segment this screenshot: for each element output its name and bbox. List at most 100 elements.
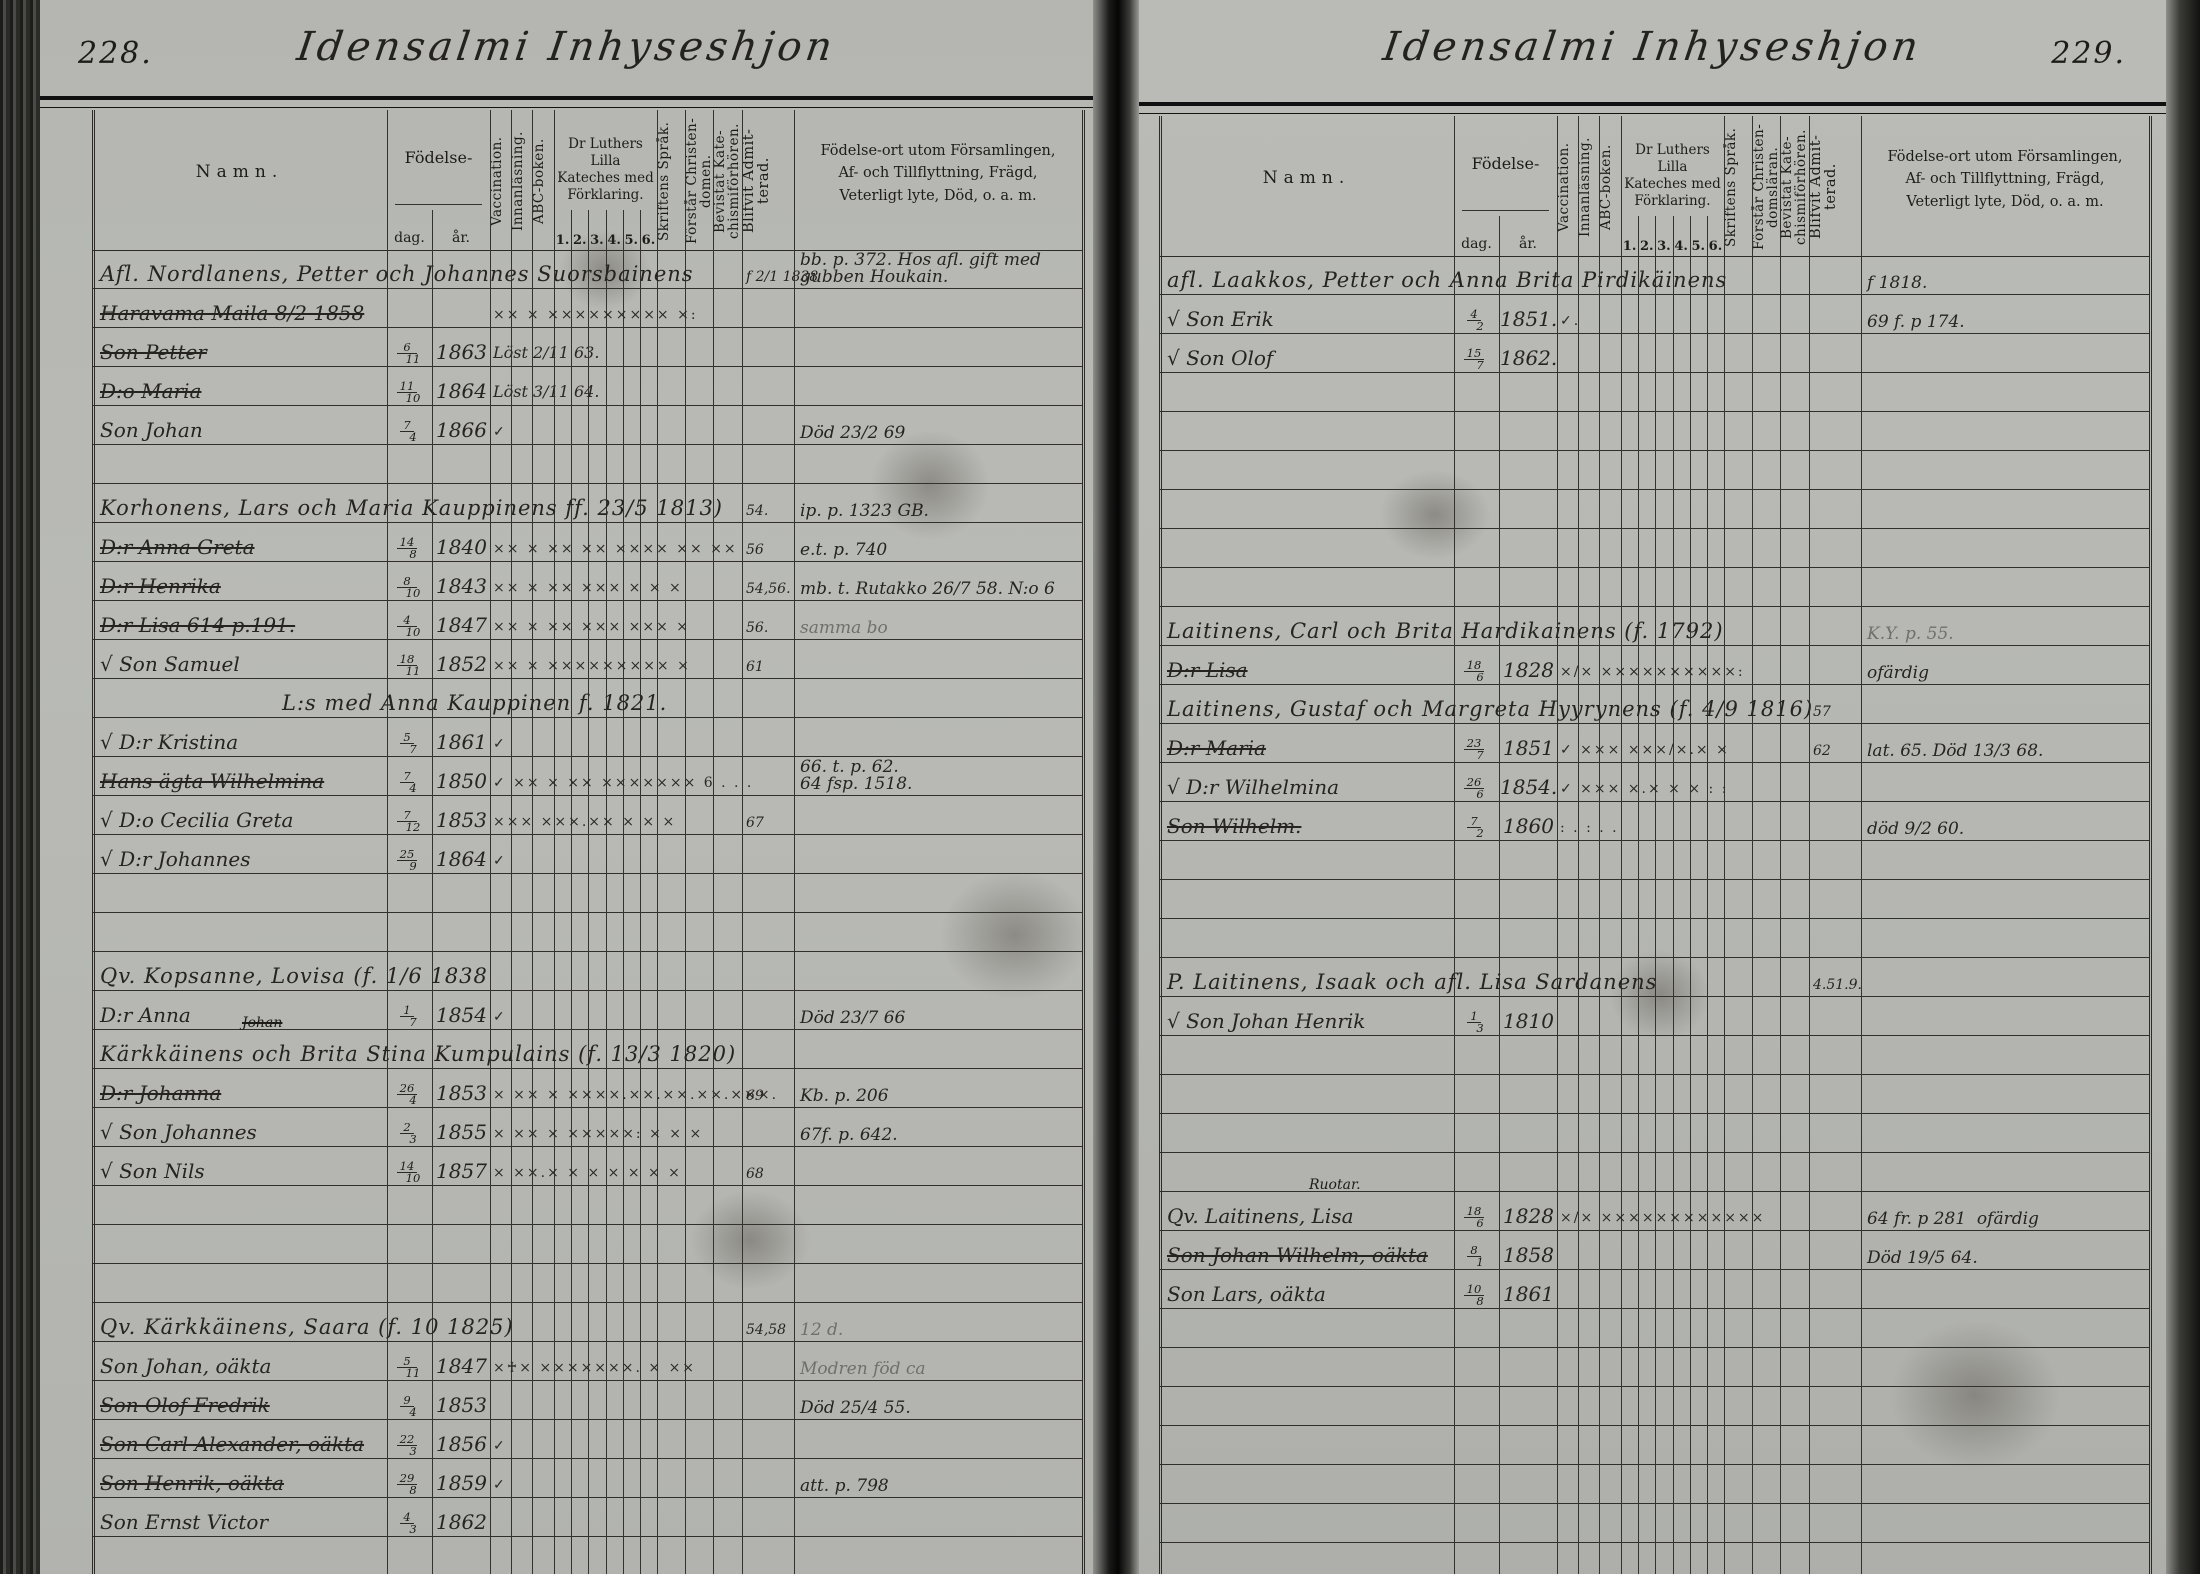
entry-name: Laitinens, Carl och Brita Hardikainens (… (1167, 619, 1724, 643)
table-row: Qv. Laitinens, Lisa Ruotar. 18 6 1828 ×/× ×××… (1159, 1177, 2149, 1231)
table-row: D:r Lisa 614 p.191. 4 10 1847 ×× × ×× ××× ××… (92, 601, 1082, 640)
entry-examination-marks: ✓ (493, 1477, 507, 1493)
entry-birth-day: 18 11 (388, 648, 432, 677)
entry-birth-year: 1828 (1503, 658, 1554, 682)
table-row (1159, 1075, 2149, 1114)
entry-name: √ Son Erik (1167, 307, 1274, 331)
register-table-right: Namn. Födelse- dag. år. Vaccination. Inn… (1159, 116, 2152, 1574)
column-rule (588, 210, 589, 1574)
entry-birth-year: 1863 (436, 340, 487, 364)
col-katekes-numbers: 1. 2. 3. 4. 5. 6. (554, 233, 657, 248)
table-row: D:r Anna 1 7 1854 ✓ Död 23/7 66 (92, 991, 1082, 1030)
entry-name: Qv. Kopsanne, Lovisa (f. 1/6 1838 (100, 964, 488, 988)
entry-birth-year: 1860 (1503, 814, 1554, 838)
entry-birth-year: 1853 (436, 1081, 487, 1105)
entry-name: √ D:r Johannes (100, 847, 251, 871)
entry-birth-day: 23 7 (1455, 732, 1499, 761)
column-rule (606, 210, 607, 1574)
entry-remark: Modren föd ca (800, 1359, 926, 1379)
entry-birth-year: 1855 (436, 1120, 487, 1144)
column-rule (1159, 116, 1162, 1574)
entry-examination-marks: ×× × ×× ×× ×××× ×× ×× (493, 541, 738, 557)
katekes-col-number: 5. (1691, 239, 1706, 254)
table-row: D:r Johanna 26 4 1853 × ×× × ××××.××.××.××.×… (92, 1069, 1082, 1108)
col-blifvit-admitterad: Blifvit Admit-terad. (1808, 134, 1840, 240)
entry-note: Löst 3/11 64. (493, 382, 600, 401)
entry-name: Son Carl Alexander, oäkta (100, 1432, 365, 1456)
table-row: Haravama Maila 8/2 1858 ×× × ××××××××× ×: (92, 289, 1082, 328)
entry-remark: Död 23/2 69 (800, 423, 906, 443)
table-row: Laitinens, Carl och Brita Hardikainens (… (1159, 607, 2149, 646)
table-row: √ Son Nils 14 10 1857 × ××.× × × × × × × 68 (92, 1147, 1082, 1186)
entry-examination-marks: : . : . . (1560, 820, 1619, 836)
entry-name: D:r Lisa (1167, 658, 1248, 682)
entry-note: Löst 2/11 63. (493, 343, 600, 362)
entry-examination-marks: ✓ ×× × ×× ××××××× 6 . . . (493, 775, 754, 791)
page-left: 228. Idensalmi Inhyseshjon Namn. Födelse… (40, 0, 1093, 1574)
entry-admitted: 54,56. (746, 581, 791, 597)
entry-name: Son Lars, oäkta (1167, 1282, 1326, 1306)
table-row (1159, 1426, 2149, 1465)
table-row (92, 874, 1082, 913)
entry-examination-marks: ✓ (493, 736, 507, 752)
entry-name: Haravama Maila 8/2 1858 (100, 301, 365, 325)
table-row (92, 1186, 1082, 1225)
table-body-right: afl. Laakkos, Petter och Anna Brita Pird… (1159, 256, 2149, 1574)
table-row: √ D:r Kristina 5 7 1861 ✓ (92, 718, 1082, 757)
entry-name: √ Son Johannes (100, 1120, 257, 1144)
entry-birth-day: 4 10 (388, 609, 432, 638)
entry-remark: e.t. p. 740 (800, 540, 888, 560)
entry-admitted: 67 (746, 815, 764, 831)
entry-birth-year: 1866 (436, 418, 487, 442)
entry-name: √ Son Samuel (100, 652, 240, 676)
katekes-col-number: 6. (1708, 239, 1723, 254)
entry-birth-year: 1861 (436, 730, 487, 754)
katekes-col-number: 3. (1657, 239, 1671, 254)
entry-examination-marks: × ×× × ×××××: × × × (493, 1126, 704, 1142)
table-row (1159, 373, 2149, 412)
table-row (92, 445, 1082, 484)
table-row: Son Johan 7 4 1866 ✓ Död 23/2 69 (92, 406, 1082, 445)
entry-name: Hans ägta Wilhelmina (100, 769, 325, 793)
entry-name: √ Son Johan Henrik (1167, 1009, 1366, 1033)
table-row (92, 913, 1082, 952)
table-row: Laitinens, Gustaf och Margreta Hyyrynens… (1159, 685, 2149, 724)
entry-examination-marks: ×/× ×××××××××××× (1560, 1210, 1766, 1226)
entry-remark: 64 fr. p 281 ofärdig (1867, 1209, 2039, 1229)
table-row (1159, 412, 2149, 451)
entry-birth-year: 1862 (436, 1510, 487, 1534)
entry-birth-day: 26 6 (1455, 771, 1499, 800)
col-katekes: Dr Luthers Lilla Kateches med Förklaring… (1624, 142, 1721, 209)
entry-admitted: 56 (746, 542, 764, 558)
table-row (1159, 1465, 2149, 1504)
col-innanlasning: Innanläsning. (510, 131, 526, 231)
katekes-col-number: 6. (641, 233, 656, 248)
table-row: Son Olof Fredrik 9 4 1853 Död 25/4 55. (92, 1381, 1082, 1420)
title-rule (1139, 102, 2166, 114)
table-row (1159, 451, 2149, 490)
entry-birth-day: 25 9 (388, 843, 432, 872)
entry-admitted: 61 (746, 659, 764, 675)
entry-examination-marks: ✓ ××× ×.× × × : : (1560, 781, 1729, 797)
entry-remark: att. p. 798 (800, 1476, 889, 1496)
entry-remark: Död 25/4 55. (800, 1398, 911, 1418)
col-ar: år. (452, 230, 470, 246)
col-bevistat-katechismiforhoren: Bevistat Kate-chismiförhören. (1779, 129, 1810, 245)
entry-birth-day: 7 12 (388, 804, 432, 833)
col-abc-boken: ABC-boken. (531, 138, 547, 224)
entry-name: Laitinens, Gustaf och Margreta Hyyrynens… (1167, 697, 1814, 721)
entry-name: √ D:r Kristina (100, 730, 239, 754)
column-rule (92, 110, 95, 1574)
entry-birth-year: 1828 (1503, 1204, 1554, 1228)
entry-birth-year: 1857 (436, 1159, 487, 1183)
column-rule (1655, 216, 1656, 1574)
column-rule (1752, 116, 1753, 1574)
column-rule (2149, 116, 2152, 1574)
table-row: Son Johan, oäkta 5 11 1847 ×♰× ×××××××. × ××… (92, 1342, 1082, 1381)
column-rule (742, 110, 743, 1574)
